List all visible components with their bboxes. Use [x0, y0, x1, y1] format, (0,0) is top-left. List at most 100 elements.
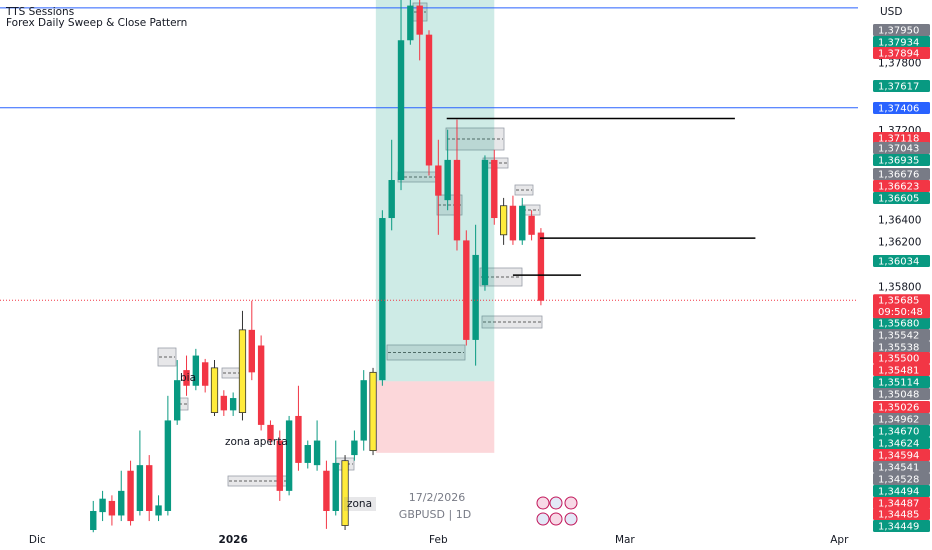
current-price-label: 1,35685: [878, 296, 919, 307]
price-badge-label: 1,36623: [878, 182, 919, 193]
price-badge: [873, 364, 930, 376]
price-badge-label: 1,34487: [878, 499, 919, 510]
candle-body: [509, 205, 517, 241]
candle-body: [416, 5, 423, 35]
price-badge-label: 1,37118: [878, 134, 919, 145]
candle-body: [108, 500, 116, 516]
current-price-badge: [873, 294, 930, 319]
price-badge-label: 1,37894: [878, 49, 919, 60]
price-badge-label: 1,35538: [878, 343, 919, 354]
price-badge: [873, 192, 930, 204]
price-badge-label: 1,37950: [878, 26, 919, 37]
candle-body: [146, 465, 153, 511]
candle-body: [528, 215, 535, 235]
candle-body: [192, 355, 200, 386]
price-badge: [873, 388, 930, 400]
flag-icons: [536, 496, 578, 526]
price-badge: [873, 24, 930, 36]
price-badge-label: 1,35048: [878, 390, 919, 401]
candle-body: [388, 180, 395, 219]
annotation: bia: [180, 372, 196, 384]
price-badge-label: 1,34494: [878, 487, 919, 498]
candle-body: [99, 498, 106, 513]
price-badge-label: 1,34670: [878, 427, 919, 438]
candle-body: [229, 398, 237, 411]
countdown-label: 09:50:48: [878, 307, 923, 318]
indicator-subtitle: Forex Daily Sweep & Close Pattern: [6, 17, 187, 29]
candle-body: [173, 380, 181, 421]
candles: [90, 0, 545, 533]
price-badge-label: 1,34624: [878, 439, 919, 450]
x-tick-label: Dic: [29, 534, 46, 546]
price-badge: [873, 485, 930, 497]
x-tick-label: 2026: [219, 534, 248, 546]
y-tick-label: 1,36400: [878, 214, 921, 226]
price-badge: [873, 449, 930, 461]
icon: [536, 496, 550, 510]
candle-body: [472, 254, 479, 340]
icon: [564, 512, 578, 526]
price-badge: [873, 168, 930, 180]
candle-body: [276, 440, 283, 491]
price-badge: [873, 317, 930, 329]
price-badge: [873, 255, 930, 267]
price-badge: [873, 497, 930, 509]
candle-body: [351, 440, 358, 456]
price-badge: [873, 352, 930, 364]
price-badge-label: 1,34594: [878, 451, 919, 462]
candle-body: [463, 240, 470, 340]
currency: USD: [880, 6, 902, 18]
price-badge: [873, 520, 930, 532]
price-badge: [873, 154, 930, 166]
price-badge: [873, 180, 930, 192]
session-box: [481, 315, 543, 329]
candle-body: [360, 380, 367, 441]
price-badge: [873, 132, 930, 144]
price-badge: [873, 329, 930, 341]
candle-body: [267, 424, 274, 441]
price-badge: [873, 437, 930, 449]
price-badge: [873, 508, 930, 520]
icon: [549, 512, 563, 526]
price-badge-label: 1,35481: [878, 366, 919, 377]
candle-body: [435, 165, 442, 196]
candle-body: [90, 510, 97, 530]
candle-body: [295, 415, 302, 463]
price-badge: [873, 425, 930, 437]
candle-body: [304, 445, 311, 463]
candle-body: [407, 5, 414, 41]
annotation: zona aperta: [225, 436, 288, 448]
price-badge: [873, 473, 930, 485]
candle-body: [491, 159, 498, 219]
candle-body: [183, 370, 190, 386]
price-badge-label: 1,34962: [878, 415, 919, 426]
price-badge: [873, 80, 930, 92]
candle-body: [425, 34, 433, 166]
price-badge-label: 1,34449: [878, 522, 919, 533]
candle-body: [127, 470, 134, 522]
annotation: zona: [347, 498, 372, 510]
price-badge-label: 1,37617: [878, 82, 919, 93]
candle-body: [332, 462, 339, 511]
price-badge: [873, 341, 930, 353]
x-tick-label: Feb: [429, 534, 448, 546]
price-badge: [873, 47, 930, 59]
price-badge: [873, 36, 930, 48]
icon: [549, 496, 563, 510]
x-tick-label: Apr: [830, 534, 849, 546]
y-tick-label: 1,36200: [878, 237, 921, 249]
icon: [536, 512, 550, 526]
candle-body: [210, 367, 219, 413]
front-layer: zona apertazonabia1,379501,379341,378941…: [0, 24, 930, 533]
candle-body: [155, 505, 162, 516]
price-badge-label: 1,35680: [878, 319, 919, 330]
price-badge: [873, 401, 930, 413]
candle-body: [323, 470, 330, 511]
candle-body: [220, 395, 228, 411]
y-tick-label: 1,37800: [878, 58, 921, 70]
price-badge-label: 1,37043: [878, 144, 919, 155]
price-badge: [873, 376, 930, 388]
price-badge-label: 1,37934: [878, 38, 919, 49]
